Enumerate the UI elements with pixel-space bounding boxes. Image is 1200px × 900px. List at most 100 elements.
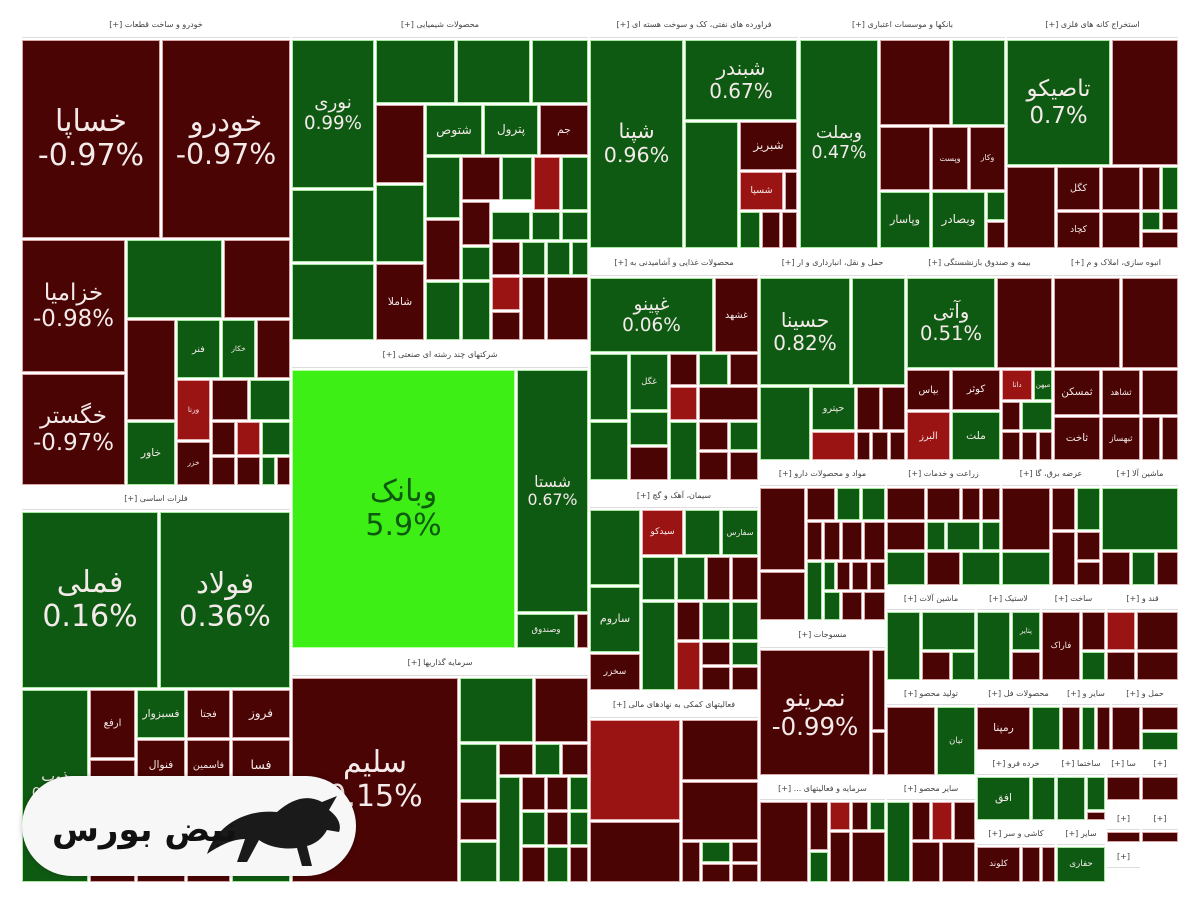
treemap-tile[interactable] <box>732 642 758 665</box>
treemap-tile[interactable] <box>127 240 222 318</box>
treemap-tile[interactable] <box>1142 732 1178 750</box>
treemap-tile[interactable] <box>830 832 850 882</box>
treemap-tile[interactable] <box>870 802 885 830</box>
treemap-tile[interactable] <box>922 652 950 680</box>
sector-header[interactable]: بیمه و صندوق بازنشستگی [+] <box>907 250 1052 276</box>
treemap-tile[interactable] <box>1002 402 1020 430</box>
treemap-tile[interactable] <box>1054 278 1120 368</box>
treemap-tile[interactable] <box>732 864 758 882</box>
treemap-tile[interactable] <box>880 40 950 125</box>
treemap-tile[interactable] <box>812 432 855 460</box>
sector-header[interactable]: مواد و محصولات دارو [+] <box>760 462 885 486</box>
stock-tile[interactable]: فنر <box>177 320 220 378</box>
treemap-tile[interactable] <box>212 457 235 485</box>
treemap-tile[interactable] <box>522 812 545 845</box>
sector-header[interactable]: کاشی و سر [+] <box>977 822 1055 845</box>
stock-tile[interactable]: شبندر 0.67% <box>685 40 797 120</box>
treemap-tile[interactable] <box>1042 847 1055 882</box>
treemap-tile[interactable] <box>532 40 588 103</box>
stock-tile[interactable]: شاملا <box>376 264 424 340</box>
treemap-tile[interactable] <box>1102 212 1140 248</box>
treemap-tile[interactable] <box>460 744 497 800</box>
treemap-tile[interactable] <box>1032 777 1055 820</box>
treemap-tile[interactable] <box>927 522 945 550</box>
treemap-tile[interactable] <box>864 522 885 560</box>
treemap-tile[interactable] <box>562 157 588 210</box>
treemap-tile[interactable] <box>782 212 797 248</box>
stock-tile[interactable]: سیدکو <box>642 510 683 555</box>
treemap-tile[interactable] <box>1087 812 1105 820</box>
treemap-tile[interactable] <box>887 488 925 520</box>
treemap-tile[interactable] <box>1002 432 1020 460</box>
stock-tile[interactable]: وبانک 5.9% <box>292 370 515 648</box>
treemap-tile[interactable] <box>426 220 460 280</box>
treemap-tile[interactable] <box>932 802 952 840</box>
treemap-tile[interactable] <box>732 842 758 862</box>
treemap-tile[interactable] <box>492 242 520 275</box>
stock-tile[interactable]: ارفع <box>90 690 135 758</box>
treemap-tile[interactable] <box>890 432 905 460</box>
treemap-tile[interactable] <box>1157 552 1178 585</box>
treemap-tile[interactable] <box>887 707 935 775</box>
treemap-tile[interactable] <box>499 744 533 775</box>
treemap-tile[interactable] <box>590 720 680 820</box>
treemap-tile[interactable] <box>1077 532 1100 560</box>
sector-header[interactable]: سرمایه و فعالیتهای ... [+] <box>760 777 885 800</box>
treemap-tile[interactable] <box>852 278 905 385</box>
treemap-tile[interactable] <box>677 557 705 600</box>
treemap-tile[interactable] <box>522 242 545 275</box>
treemap-tile[interactable] <box>547 847 568 882</box>
treemap-tile[interactable] <box>577 614 588 648</box>
treemap-tile[interactable] <box>1142 212 1160 230</box>
treemap-tile[interactable] <box>1142 417 1160 460</box>
treemap-tile[interactable] <box>1022 847 1040 882</box>
stock-tile[interactable]: کچاد <box>1057 212 1100 248</box>
stock-tile[interactable]: حسینا 0.82% <box>760 278 850 385</box>
treemap-tile[interactable] <box>237 457 260 485</box>
sector-header[interactable]: [+] <box>1107 808 1140 830</box>
treemap-tile[interactable] <box>457 40 530 103</box>
treemap-tile[interactable] <box>824 562 835 590</box>
treemap-tile[interactable] <box>987 222 1005 248</box>
treemap-tile[interactable] <box>732 557 758 600</box>
stock-tile[interactable]: غگل <box>630 354 668 410</box>
treemap-tile[interactable] <box>1107 652 1135 680</box>
treemap-tile[interactable] <box>922 612 975 650</box>
stock-tile[interactable]: ثبهساز <box>1102 417 1140 460</box>
stock-tile[interactable]: وصندوق <box>517 614 575 648</box>
treemap-tile[interactable] <box>1082 652 1105 680</box>
sector-header[interactable]: سرمایه گذاریها [+] <box>292 650 588 676</box>
treemap-tile[interactable] <box>852 562 868 590</box>
treemap-tile[interactable] <box>237 422 260 455</box>
treemap-tile[interactable] <box>982 488 1000 520</box>
stock-tile[interactable]: فملی 0.16% <box>22 512 158 688</box>
treemap-tile[interactable] <box>842 522 862 560</box>
treemap-tile[interactable] <box>642 557 675 600</box>
sector-header[interactable]: قند و [+] <box>1107 587 1178 610</box>
stock-tile[interactable]: پتایر <box>1012 612 1040 650</box>
treemap-tile[interactable] <box>685 510 720 555</box>
treemap-tile[interactable] <box>670 422 697 480</box>
stock-tile[interactable]: خکار <box>222 320 255 378</box>
treemap-tile[interactable] <box>547 277 588 340</box>
stock-tile[interactable]: شستا 0.67% <box>517 370 588 612</box>
treemap-tile[interactable] <box>1062 707 1080 750</box>
treemap-tile[interactable] <box>857 432 870 460</box>
treemap-tile[interactable] <box>590 422 628 480</box>
sector-header[interactable]: تولید محصو [+] <box>887 682 975 705</box>
treemap-tile[interactable] <box>376 105 424 183</box>
sector-header[interactable]: ماشین آلات [+] <box>887 587 975 610</box>
treemap-tile[interactable] <box>947 522 980 550</box>
treemap-tile[interactable] <box>1142 832 1178 842</box>
sector-header[interactable]: سایر محصو [+] <box>887 777 975 800</box>
sector-header[interactable]: فلزات اساسی [+] <box>22 487 290 510</box>
treemap-tile[interactable] <box>590 354 628 420</box>
treemap-tile[interactable] <box>262 422 290 455</box>
treemap-tile[interactable] <box>1122 278 1178 368</box>
treemap-tile[interactable] <box>212 422 235 455</box>
treemap-tile[interactable] <box>760 488 805 570</box>
stock-tile[interactable]: غپینو 0.06% <box>590 278 713 352</box>
treemap-tile[interactable] <box>912 802 930 840</box>
treemap-tile[interactable] <box>535 744 560 775</box>
treemap-tile[interactable] <box>1002 552 1050 585</box>
